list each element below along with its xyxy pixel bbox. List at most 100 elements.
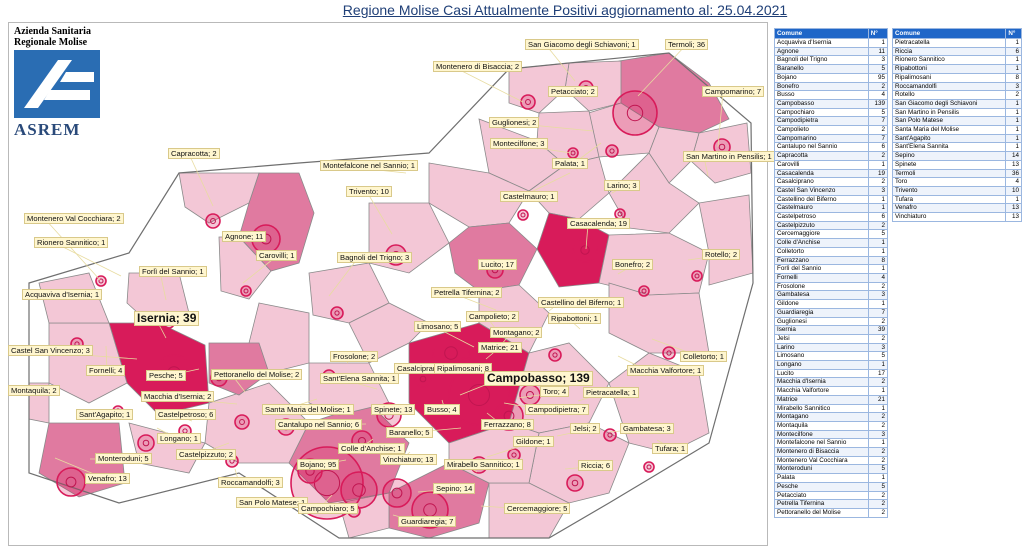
map-label: Petrella Tifernina; 2 — [431, 287, 503, 298]
cell-count: 2 — [867, 507, 889, 518]
cell-count: 1 — [1005, 142, 1022, 153]
map-label: Montagano; 2 — [490, 327, 543, 338]
case-bubble-core — [352, 483, 366, 497]
cell-count: 36 — [1005, 168, 1022, 179]
cell-count: 1 — [867, 159, 889, 170]
map-label: Castelpetroso; 6 — [155, 409, 217, 420]
cell-count: 7 — [867, 133, 889, 144]
cell-comune: Petrella Tifernina — [774, 499, 869, 509]
map-label: Roccamandolfi; 3 — [218, 477, 283, 488]
map-label: Pettoranello del Molise; 2 — [211, 369, 303, 380]
table-row: Toro 4 — [891, 177, 1022, 187]
cell-comune: Castelpetroso — [774, 212, 869, 222]
map-label: Montaquila; 2 — [8, 385, 60, 396]
cell-count: 2 — [1005, 90, 1022, 100]
case-bubble-core — [391, 487, 403, 499]
cell-comune: Palata — [774, 473, 869, 483]
map-label: Gambatesa; 3 — [620, 423, 674, 434]
table-row: Castel San Vincenzo 3 — [774, 185, 889, 196]
column-header-comune: Comune — [891, 28, 1007, 39]
case-bubble — [240, 285, 252, 297]
cell-count: 1 — [867, 299, 889, 309]
table-row: Castellino del Biferno 1 — [774, 194, 889, 205]
map-label: Tufara; 1 — [652, 443, 689, 454]
map-label: Bagnoli del Trigno; 3 — [337, 252, 413, 263]
cell-comune: Longano — [774, 360, 869, 370]
table-row: Riccia 6 — [891, 46, 1022, 57]
cell-comune: Colle d'Anchise — [774, 238, 869, 248]
table-row: Rionero Sannitico 1 — [891, 55, 1022, 66]
table-row: Mirabello Sannitico 1 — [774, 403, 889, 414]
map-label: Rotello; 2 — [702, 249, 741, 260]
cell-comune: Guglionesi — [774, 316, 869, 327]
cell-comune: Castel San Vincenzo — [774, 185, 869, 196]
map-label: Colletorto; 1 — [680, 351, 727, 362]
cases-table-left: Comune N° Acquaviva d'Isernia 1 Agnone 11 Ba… — [774, 28, 889, 518]
cell-comune: Guardiaregia — [774, 307, 869, 318]
cell-comune: Bagnoli del Trigno — [774, 55, 869, 66]
table-row: San Giacomo degli Schiavoni 1 — [891, 98, 1022, 109]
table-row: Montenero di Bisaccia 2 — [774, 447, 889, 457]
cell-count: 21 — [867, 394, 889, 405]
cell-comune: Baranello — [774, 64, 869, 74]
cell-comune: Castelmauro — [774, 203, 869, 214]
table-row: Venafro 13 — [891, 203, 1022, 214]
table-row: Trivento 10 — [891, 185, 1022, 196]
cell-count: 6 — [867, 142, 889, 153]
table-row: Casalciprano 2 — [774, 177, 889, 187]
map-label: Bojano; 95 — [297, 459, 340, 470]
cell-comune: Vinchiaturo — [891, 212, 1007, 222]
cell-count: 3 — [867, 290, 889, 301]
cell-comune: Petacciato — [774, 490, 869, 501]
cell-comune: Toro — [891, 177, 1007, 187]
map-label: Montenero di Bisaccia; 2 — [433, 61, 523, 72]
cell-count: 2 — [867, 455, 889, 466]
cell-comune: Isernia — [774, 325, 869, 335]
case-bubble-core — [580, 245, 590, 255]
table-row: Campomarino 7 — [774, 133, 889, 144]
cell-comune: Ripabottoni — [891, 64, 1007, 74]
map-label: Sant'Elena Sannita; 1 — [320, 373, 399, 384]
table-row: Ferrazzano 8 — [774, 255, 889, 266]
cell-count: 1 — [1005, 125, 1022, 135]
cell-count: 4 — [867, 90, 889, 100]
cell-count: 5 — [867, 229, 889, 240]
cell-comune: Santa Maria del Molise — [891, 125, 1007, 135]
cell-count: 1 — [1005, 107, 1022, 118]
cell-count: 2 — [867, 151, 889, 161]
map-label: Sepino; 14 — [433, 483, 476, 494]
cell-comune: Campomarino — [774, 133, 869, 144]
table-row: Ripabottoni 1 — [891, 64, 1022, 74]
table-row: Spinete 13 — [891, 159, 1022, 170]
table-row: Montefalcone nel Sannio 1 — [774, 438, 889, 449]
cell-count: 1 — [867, 38, 889, 48]
logo-org-line1: Azienda Sanitaria — [14, 26, 91, 37]
table-row: Palata 1 — [774, 473, 889, 483]
table-row: Jelsi 2 — [774, 333, 889, 344]
map-label: Palata; 1 — [552, 158, 588, 169]
label-leader-line — [637, 44, 687, 97]
case-bubble-core — [520, 212, 526, 218]
table-row: Campobasso 139 — [774, 98, 889, 109]
case-bubble-core — [525, 99, 531, 105]
table-row: Rotello 2 — [891, 90, 1022, 100]
table-row: Sepino 14 — [891, 151, 1022, 161]
column-header-n: N° — [1005, 28, 1022, 39]
cell-count: 2 — [867, 281, 889, 292]
cases-table-right: Comune N° Pietracatella 1 Riccia 6 Rionero S… — [891, 28, 1022, 222]
case-bubble — [603, 428, 617, 442]
cell-comune: Fornelli — [774, 273, 869, 283]
cell-comune: Busso — [774, 90, 869, 100]
map-label: Montecilfone; 3 — [490, 138, 548, 149]
logo-brand: ASREM — [14, 120, 81, 139]
table-row: Ripalimosani 8 — [891, 72, 1022, 83]
map-label: Bonefro; 2 — [612, 259, 654, 270]
map-label: Jelsi; 2 — [570, 423, 600, 434]
table-row: Limosano 5 — [774, 351, 889, 361]
case-bubble-core — [626, 104, 644, 122]
cell-count: 39 — [867, 325, 889, 335]
map-label: Castellino del Biferno; 1 — [538, 297, 625, 308]
cell-count: 13 — [1005, 212, 1022, 222]
case-bubble — [572, 237, 598, 263]
choropleth-map — [8, 22, 768, 546]
